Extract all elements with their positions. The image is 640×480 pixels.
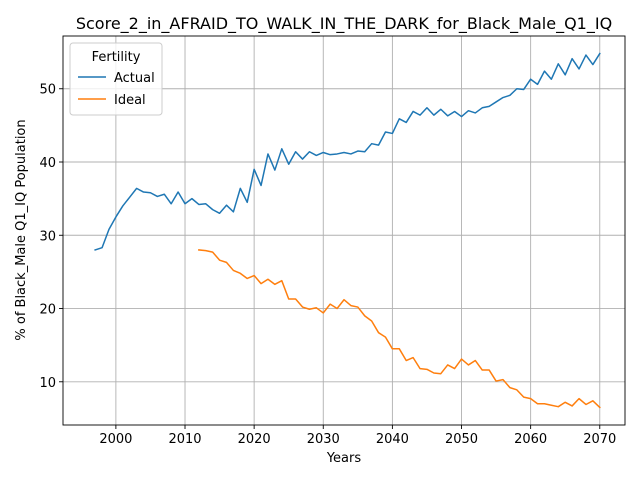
series-layer	[94, 52, 601, 409]
x-tick-label: 2000	[99, 432, 132, 447]
series-line-ideal	[198, 249, 601, 409]
legend: Fertility Actual Ideal	[69, 42, 163, 116]
y-tick-label: 50	[39, 83, 56, 98]
gridlines	[63, 36, 625, 425]
legend-box	[69, 42, 163, 116]
y-tick-label: 40	[39, 156, 56, 171]
x-axis-ticks: 2000 2010 2020 2030 2040 2050 2060 2070	[99, 425, 616, 447]
y-tick-label: 20	[39, 303, 56, 318]
x-tick-label: 2050	[445, 432, 478, 447]
x-tick-label: 2020	[238, 432, 271, 447]
y-tick-label: 10	[39, 376, 56, 391]
x-tick-label: 2010	[168, 432, 201, 447]
x-tick-label: 2060	[514, 432, 547, 447]
x-axis-label: Years	[326, 451, 362, 466]
x-tick-label: 2040	[376, 432, 409, 447]
chart-title: Score_2_in_AFRAID_TO_WALK_IN_THE_DARK_fo…	[76, 14, 612, 34]
y-tick-label: 30	[39, 229, 56, 244]
x-tick-label: 2030	[307, 432, 340, 447]
legend-label-actual: Actual	[114, 71, 155, 86]
y-axis-label: % of Black_Male Q1_IQ Population	[14, 119, 29, 340]
legend-title: Fertility	[92, 50, 141, 65]
y-axis-ticks: 10 20 30 40 50	[39, 83, 63, 391]
x-tick-label: 2070	[583, 432, 616, 447]
legend-label-ideal: Ideal	[114, 93, 146, 108]
series-line-actual	[94, 52, 601, 251]
plot-frame	[62, 35, 626, 426]
